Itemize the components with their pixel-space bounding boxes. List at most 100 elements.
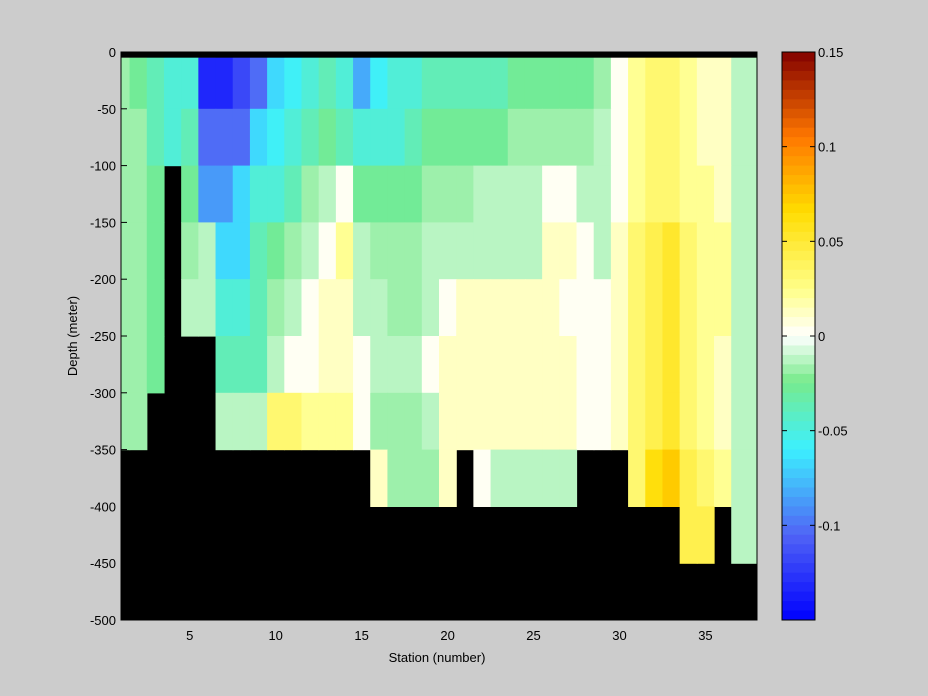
heatmap-cell [439,392,457,451]
heatmap-cell [542,165,560,223]
heatmap-cell [714,108,732,167]
heatmap-cell [370,392,389,451]
colorbar-segment [782,601,815,612]
colorbar-segment [782,345,815,356]
colorbar-segment [782,534,815,545]
heatmap-cell [714,222,732,280]
heatmap-cell [284,336,303,394]
heatmap-cell [696,506,715,564]
heatmap-cell [421,279,440,337]
heatmap-cell [524,222,543,280]
y-tick-label: -100 [90,159,116,174]
heatmap-cell [387,392,406,451]
heatmap-cell [215,392,234,451]
heatmap-cell [456,279,474,337]
heatmap-cell [645,57,664,110]
heatmap-cell [249,336,268,394]
heatmap-cell [679,506,698,564]
heatmap-cell [610,392,629,451]
heatmap-cell [404,392,423,451]
y-tick-label: -200 [90,272,116,287]
heatmap-cell [662,57,681,110]
colorbar-tick-label: -0.05 [818,424,848,439]
heatmap-cell [542,449,560,507]
heatmap-cell [714,336,732,394]
x-ticks: 5 10 15 20 25 30 35 [186,614,713,643]
heatmap-cell [439,165,457,223]
heatmap-cell [232,108,251,167]
colorbar-segment [782,402,815,413]
heatmap-cell [163,57,182,110]
heatmap-cell [232,222,251,280]
heatmap-cell [404,449,423,507]
heatmap-cell [249,279,268,337]
heatmap-cell [129,165,148,223]
heatmap-cell [731,165,758,223]
x-tick-label: 20 [440,628,454,643]
y-tick-label: -150 [90,215,116,230]
y-tick-label: -400 [90,499,116,514]
colorbar-segment [782,591,815,602]
heatmap-cell [610,165,629,223]
heatmap-cell [318,279,337,337]
heatmap-cell [490,165,509,223]
heatmap-cell [456,57,474,110]
heatmap-cell [524,165,543,223]
heatmap-cell [696,336,715,394]
colorbar-segment [782,61,815,72]
x-tick-label: 15 [354,628,368,643]
heatmap-cell [370,449,389,507]
heatmap-cell [301,57,320,110]
heatmap-cell [181,108,199,167]
heatmap-cell [335,108,354,167]
colorbar-segment [782,146,815,157]
heatmap-cell [610,336,629,394]
heatmap-cell [353,336,371,394]
heatmap-cell [507,108,526,167]
heatmap-cell [249,392,268,451]
colorbar-segment [782,506,815,517]
heatmap-cell [524,336,543,394]
colorbar-tick-label: 0.15 [818,45,843,60]
heatmap-cell [146,108,165,167]
heatmap-cell [696,57,715,110]
heatmap-cell [439,222,457,280]
heatmap-cell [404,57,423,110]
y-tick-label: -500 [90,613,116,628]
colorbar [781,51,816,621]
heatmap-cell [524,392,543,451]
heatmap-cell [439,279,457,337]
colorbar-segment [782,610,815,621]
heatmap-cell [679,449,698,507]
heatmap-cell [353,222,371,280]
heatmap-cell [628,449,646,507]
heatmap-cell [507,449,526,507]
colorbar-segment [782,336,815,346]
colorbar-segment [782,478,815,488]
heatmap-cell [129,108,148,167]
heatmap-cell [645,108,664,167]
heatmap-cell [593,336,612,394]
colorbar-segment [782,89,815,100]
colorbar-segment [782,468,815,479]
colorbar-segment [782,127,815,138]
heatmap-cell [593,108,612,167]
heatmap-cell [714,165,732,223]
colorbar-segment [782,241,815,252]
heatmap-cell [198,108,217,167]
heatmap-cell [731,57,758,110]
heatmap-cell [507,392,526,451]
heatmap-cell [679,392,698,451]
x-tick-label: 25 [526,628,540,643]
heatmap-cell [696,392,715,451]
colorbar-ticks: 0.15 0.1 0.05 0 -0.05 -0.1 [782,45,848,533]
colorbar-segment [782,137,815,148]
heatmap-cell [696,108,715,167]
heatmap-cell [696,165,715,223]
heatmap-cell [146,279,165,337]
heatmap-cell [421,449,440,507]
heatmap-cell [198,57,217,110]
heatmap-cell [456,165,474,223]
heatmap-cell [318,392,337,451]
